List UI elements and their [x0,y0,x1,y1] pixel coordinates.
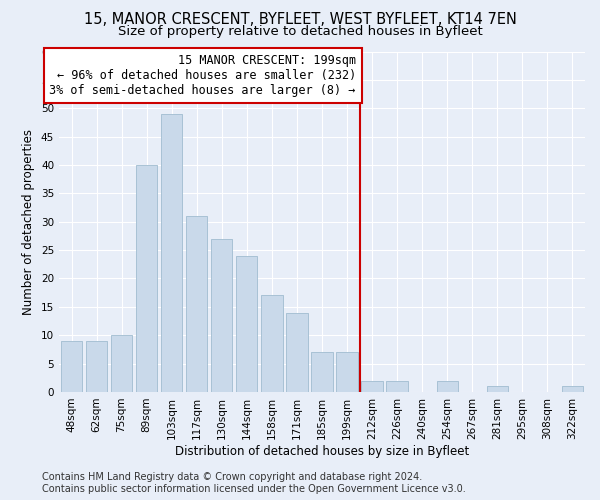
Bar [311,352,332,392]
Text: 15, MANOR CRESCENT, BYFLEET, WEST BYFLEET, KT14 7EN: 15, MANOR CRESCENT, BYFLEET, WEST BYFLEE… [83,12,517,28]
Bar [61,341,82,392]
Text: Size of property relative to detached houses in Byfleet: Size of property relative to detached ho… [118,25,482,38]
Bar [337,352,358,392]
X-axis label: Distribution of detached houses by size in Byfleet: Distribution of detached houses by size … [175,444,469,458]
Text: 15 MANOR CRESCENT: 199sqm
← 96% of detached houses are smaller (232)
3% of semi-: 15 MANOR CRESCENT: 199sqm ← 96% of detac… [49,54,356,98]
Bar [236,256,257,392]
Bar [261,296,283,392]
Bar [386,380,408,392]
Bar [211,239,232,392]
Bar [186,216,208,392]
Bar [437,380,458,392]
Bar [487,386,508,392]
Bar [161,114,182,392]
Y-axis label: Number of detached properties: Number of detached properties [22,128,35,314]
Bar [86,341,107,392]
Bar [136,165,157,392]
Bar [562,386,583,392]
Text: Contains HM Land Registry data © Crown copyright and database right 2024.
Contai: Contains HM Land Registry data © Crown c… [42,472,466,494]
Bar [111,335,132,392]
Bar [361,380,383,392]
Bar [286,312,308,392]
